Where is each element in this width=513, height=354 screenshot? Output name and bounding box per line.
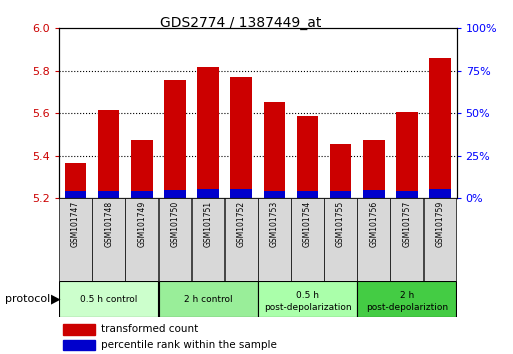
Bar [65,191,86,198]
Bar [59,198,92,281]
Bar [63,340,95,350]
Text: 2 h: 2 h [400,291,414,300]
Bar [125,198,158,281]
Bar [258,281,357,317]
Text: 0.5 h control: 0.5 h control [80,295,137,304]
Text: GSM101751: GSM101751 [204,201,212,247]
Text: protocol: protocol [5,294,50,304]
Bar [330,144,351,191]
Text: post-depolariztion: post-depolariztion [366,303,448,313]
Bar [258,198,291,281]
Text: percentile rank within the sample: percentile rank within the sample [101,340,277,350]
Bar [164,190,186,198]
Bar [63,324,95,335]
Bar [230,189,252,198]
Text: GSM101753: GSM101753 [270,201,279,247]
Bar [159,281,258,317]
Bar [330,191,351,198]
Bar [396,191,418,198]
Text: GSM101749: GSM101749 [137,201,146,247]
Bar [424,198,457,281]
Bar [363,190,385,198]
Bar [198,189,219,198]
Text: GSM101757: GSM101757 [402,201,411,247]
Bar [92,198,125,281]
Bar [390,198,423,281]
Bar [297,191,318,198]
Text: transformed count: transformed count [101,324,198,334]
Bar [363,140,385,190]
Text: GDS2774 / 1387449_at: GDS2774 / 1387449_at [161,16,322,30]
Text: post-depolarization: post-depolarization [264,303,351,313]
Bar [429,189,451,198]
Bar [230,77,252,189]
Text: GSM101752: GSM101752 [236,201,246,247]
Text: GSM101750: GSM101750 [170,201,180,247]
Bar [98,110,120,191]
Text: GSM101759: GSM101759 [436,201,444,247]
Bar [98,191,120,198]
Bar [59,281,158,317]
Text: GSM101755: GSM101755 [336,201,345,247]
Bar [198,67,219,189]
Bar [324,198,357,281]
Bar [159,198,191,281]
Bar [264,102,285,191]
Bar [297,116,318,191]
Text: 0.5 h: 0.5 h [296,291,319,300]
Text: GSM101747: GSM101747 [71,201,80,247]
Bar [358,198,390,281]
Bar [131,140,152,191]
Text: GSM101748: GSM101748 [104,201,113,247]
Text: GSM101756: GSM101756 [369,201,378,247]
Bar [65,163,86,191]
Bar [429,58,451,189]
Text: ▶: ▶ [51,293,60,306]
Text: GSM101754: GSM101754 [303,201,312,247]
Bar [396,112,418,191]
Bar [291,198,324,281]
Bar [192,198,225,281]
Bar [264,191,285,198]
Bar [225,198,258,281]
Bar [131,191,152,198]
Bar [358,281,457,317]
Bar [164,80,186,190]
Text: 2 h control: 2 h control [184,295,232,304]
